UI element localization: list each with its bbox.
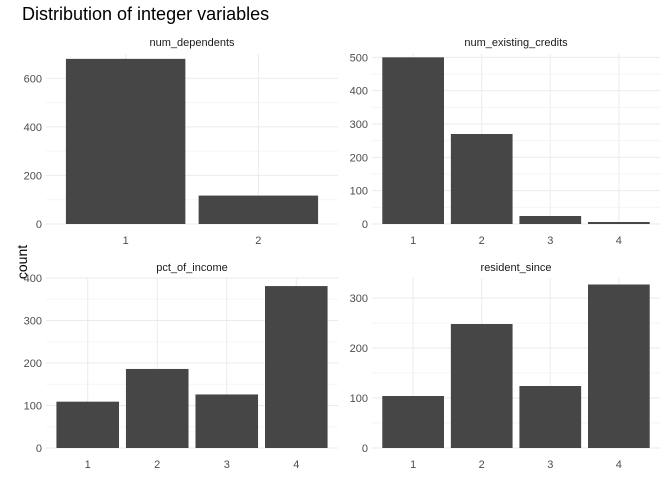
x-tick-label: 3: [547, 235, 553, 247]
x-tick-label: 2: [479, 235, 485, 247]
bar: [56, 401, 119, 448]
bar: [519, 386, 582, 448]
y-tick-label: 0: [362, 443, 368, 455]
x-tick-label: 1: [85, 459, 91, 471]
bar: [382, 396, 444, 448]
y-tick-label: 0: [36, 443, 42, 455]
panel-title: pct_of_income: [156, 262, 228, 274]
panel-title: resident_since: [481, 262, 552, 274]
bar: [125, 368, 189, 448]
bar: [450, 324, 513, 448]
x-tick-label: 2: [154, 459, 160, 471]
facet-panel: pct_of_income 0 100 200 300 400 1 2 3 4: [24, 262, 338, 471]
y-tick-label: 100: [350, 186, 368, 198]
x-tick-label: 1: [123, 235, 129, 247]
y-tick-label: 500: [350, 52, 368, 64]
panel-title: num_dependents: [149, 37, 235, 49]
facet-panel: resident_since 0 100 200 300 1 2 3 4: [350, 262, 660, 471]
y-tick-label: 100: [24, 401, 42, 413]
x-tick-label: 4: [616, 235, 622, 247]
y-tick-label: 300: [350, 293, 368, 305]
x-tick-label: 4: [616, 459, 622, 471]
y-tick-label: 400: [24, 122, 42, 134]
bar: [588, 284, 650, 448]
x-tick-label: 3: [224, 459, 230, 471]
bar: [65, 58, 186, 224]
bar: [519, 216, 582, 224]
bar: [588, 222, 650, 224]
panel-title: num_existing_credits: [464, 37, 568, 49]
x-tick-label: 3: [547, 459, 553, 471]
bar: [265, 286, 328, 448]
y-tick-label: 400: [350, 86, 368, 98]
facet-panel: num_dependents 0 200 400 600 1 2: [24, 37, 338, 247]
y-tick-label: 200: [24, 170, 42, 182]
chart-title: Distribution of integer variables: [22, 4, 270, 24]
x-tick-label: 1: [410, 459, 416, 471]
facet-panel: num_existing_credits 0 100 200 300 400 500 1 2 3 4: [350, 37, 660, 247]
bar: [382, 57, 444, 225]
y-tick-label: 600: [24, 73, 42, 85]
y-tick-label: 400: [24, 273, 42, 285]
x-tick-label: 2: [479, 459, 485, 471]
y-tick-label: 100: [350, 393, 368, 405]
bar: [195, 394, 259, 448]
bar: [198, 195, 319, 224]
x-tick-label: 1: [410, 235, 416, 247]
y-tick-label: 200: [350, 343, 368, 355]
bar: [450, 134, 513, 224]
x-tick-label: 2: [255, 235, 261, 247]
x-tick-label: 4: [293, 459, 299, 471]
y-tick-label: 300: [24, 316, 42, 328]
y-tick-label: 0: [362, 219, 368, 231]
y-tick-label: 200: [350, 152, 368, 164]
y-tick-label: 300: [350, 119, 368, 131]
y-tick-label: 200: [24, 358, 42, 370]
y-tick-label: 0: [36, 219, 42, 231]
